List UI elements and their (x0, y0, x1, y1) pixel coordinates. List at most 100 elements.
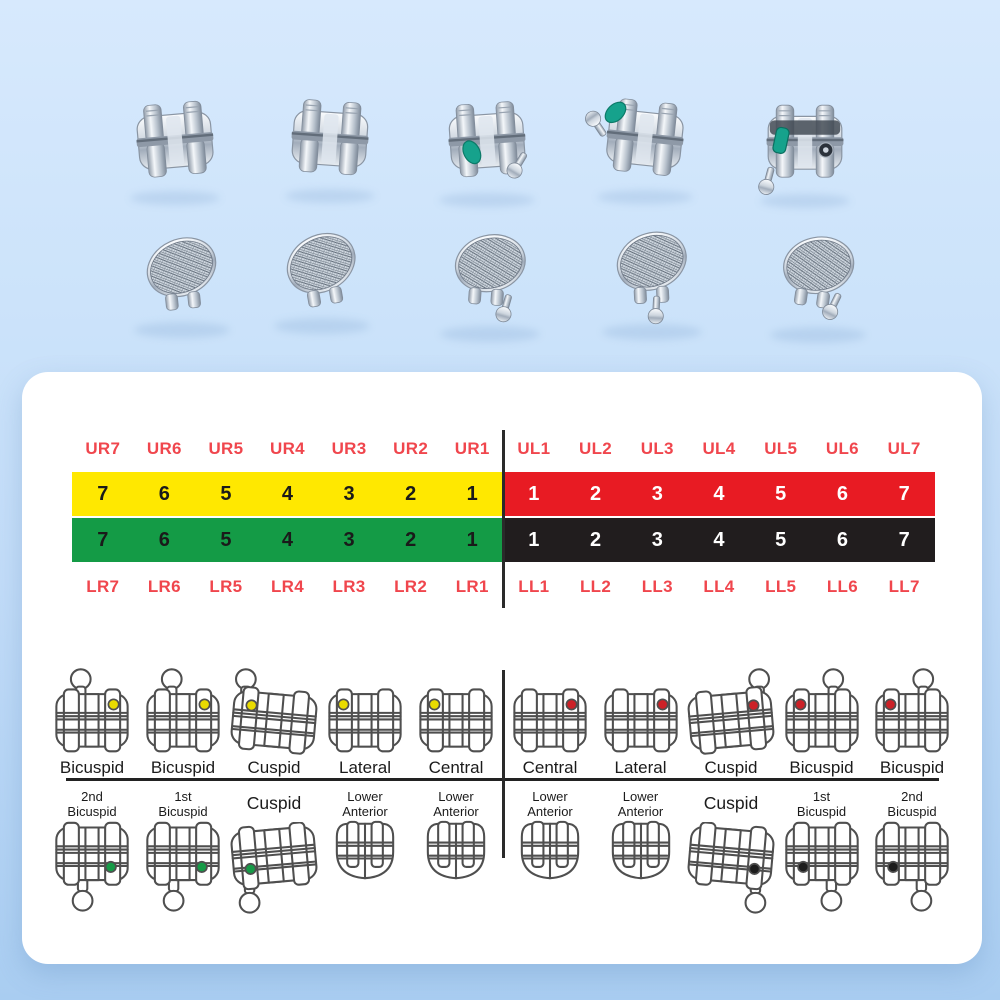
bracket-photo-5 (756, 104, 845, 197)
bracket-drawing (520, 820, 580, 880)
bracket-photo-8 (444, 222, 536, 325)
tooth-label: LL3 (641, 577, 673, 596)
tooth-number: 2 (590, 482, 602, 505)
tooth-number: 4 (281, 528, 294, 551)
tooth-label: UL6 (825, 439, 859, 458)
bracket-diagram-label: Lower Anterior (342, 789, 388, 820)
id-dot-icon (793, 698, 806, 711)
id-dot-icon (748, 862, 761, 875)
bracket-photo-9 (607, 220, 697, 325)
bracket-diagram-label: Bicuspid (59, 758, 125, 777)
id-dot-icon (565, 698, 578, 711)
tooth-number: 5 (220, 482, 232, 505)
chart-midline-divider (502, 430, 505, 608)
id-dot-icon (337, 698, 350, 711)
photo-shadows (130, 189, 866, 343)
placement-chart-card: UR7 UR6 UR5 UR4 UR3 UR2 UR1 7 6 5 4 3 2 … (22, 372, 982, 964)
bracket-diagram-upper-lateral: Lateral (597, 666, 685, 778)
id-dot-icon (107, 698, 120, 711)
bracket-diagram-label: Cuspid (247, 758, 301, 777)
lower-right-tooth-labels: LR7 LR6 LR5 LR4 LR3 LR2 LR1 (72, 574, 503, 600)
bracket-diagram-upper-bicuspid: Bicuspid (139, 666, 227, 778)
bracket-diagram-lower-cuspid: Cuspid (229, 786, 319, 914)
id-dot-icon (884, 698, 897, 711)
bracket-diagram-label: 1st Bicuspid (158, 789, 208, 820)
bracket-drawing (55, 821, 129, 912)
tooth-number: 2 (405, 528, 417, 551)
bracket-diagram-lower-2nd-bicuspid: 2nd Bicuspid (868, 786, 956, 914)
tooth-number: 3 (343, 528, 355, 551)
bracket-photo-7 (272, 218, 371, 313)
bracket-diagram-upper-cuspid: Cuspid (229, 666, 319, 778)
bracket-diagram-label: 2nd Bicuspid (887, 789, 937, 820)
bracket-drawing (784, 668, 859, 753)
bracket-diagram-upper-lateral: Lateral (321, 666, 409, 778)
bracket-drawing (611, 820, 670, 880)
tooth-label: LR5 (209, 577, 243, 596)
tooth-label: LR6 (147, 577, 181, 596)
tooth-label: UL7 (887, 439, 921, 458)
bracket-diagram-label: Lateral (339, 758, 391, 777)
bracket-diagram-upper-central: Central (506, 666, 594, 778)
tooth-number: 3 (651, 528, 663, 551)
tooth-number: 7 (898, 482, 910, 505)
tooth-number: 7 (898, 528, 910, 551)
bracket-diagram-upper-bicuspid: Bicuspid (778, 666, 866, 778)
bracket-diagram-label: Lower Anterior (527, 789, 573, 820)
bracket-diagram-label: Cuspid (703, 792, 759, 813)
tooth-number: 5 (775, 482, 787, 505)
tooth-number: 5 (775, 528, 787, 551)
id-dot-icon (245, 699, 258, 712)
tooth-number: 6 (836, 528, 848, 551)
bracket-diagram-lower-anterior: Lower Anterior (506, 786, 594, 914)
tooth-chart-right-half: UR7 UR6 UR5 UR4 UR3 UR2 UR1 7 6 5 4 3 2 … (72, 436, 503, 608)
id-dot-icon (747, 699, 760, 712)
bracket-drawing (419, 688, 493, 753)
tooth-number: 3 (651, 482, 663, 505)
tooth-number: 1 (466, 528, 478, 551)
bracket-diagram-label: Lower Anterior (617, 789, 664, 820)
bracket-drawing (603, 688, 678, 753)
bracket-diagram-upper-bicuspid: Bicuspid (48, 666, 136, 778)
band-lower-right: 7 6 5 4 3 2 1 (72, 518, 503, 562)
diagram-midline-divider (502, 670, 505, 858)
lower-bracket-diagrams-right: 2nd Bicuspid 1st Bicuspid Cuspid (48, 786, 500, 914)
bracket-diagram-label: Central (428, 758, 484, 777)
bracket-drawing (335, 820, 395, 880)
tooth-number: 1 (528, 482, 540, 505)
bracket-diagram-lower-1st-bicuspid: 1st Bicuspid (139, 786, 227, 914)
bracket-diagram-lower-anterior: Lower Anterior (597, 786, 685, 914)
bracket-photo-6 (135, 224, 229, 314)
tooth-label: UR3 (331, 439, 367, 458)
upper-left-tooth-labels: UL1 UL2 UL3 UL4 UL5 UL6 UL7 (503, 436, 935, 462)
tooth-label: LR4 (270, 577, 304, 596)
bracket-diagram-lower-1st-bicuspid: 1st Bicuspid (778, 786, 866, 914)
upper-right-tooth-labels: UR7 UR6 UR5 UR4 UR3 UR2 UR1 (72, 436, 503, 462)
bracket-photo-3 (445, 100, 532, 182)
bracket-diagram-upper-bicuspid: Bicuspid (868, 666, 956, 778)
band-upper-left: 1 2 3 4 5 6 7 (503, 472, 935, 516)
bracket-diagram-label: Bicuspid (150, 758, 216, 777)
id-dot-icon (656, 698, 669, 711)
bracket-photo-10 (770, 221, 867, 323)
bracket-drawing (875, 668, 949, 753)
bracket-drawing (229, 668, 319, 756)
tooth-label: LR2 (394, 577, 428, 596)
tooth-number: 6 (158, 528, 170, 551)
tooth-number: 1 (528, 528, 540, 551)
bracket-drawing (513, 688, 587, 753)
tooth-label: LL4 (703, 577, 735, 596)
tooth-label: UL5 (764, 439, 798, 458)
bracket-drawing (686, 668, 776, 756)
tooth-label: UR7 (85, 439, 121, 458)
lower-bracket-diagrams-left: Lower Anterior Lower Anterior Cuspid 1st… (506, 786, 956, 914)
tooth-label: LL5 (765, 577, 797, 596)
id-dot-icon (244, 862, 257, 875)
bracket-drawing (686, 822, 776, 914)
tooth-label: LL6 (826, 577, 858, 596)
tooth-number: 3 (343, 482, 355, 505)
tooth-label: UL2 (579, 439, 613, 458)
bracket-drawing (146, 668, 220, 753)
tooth-label: UR5 (208, 439, 244, 458)
lower-left-tooth-labels: LL1 LL2 LL3 LL4 LL5 LL6 LL7 (503, 574, 935, 600)
